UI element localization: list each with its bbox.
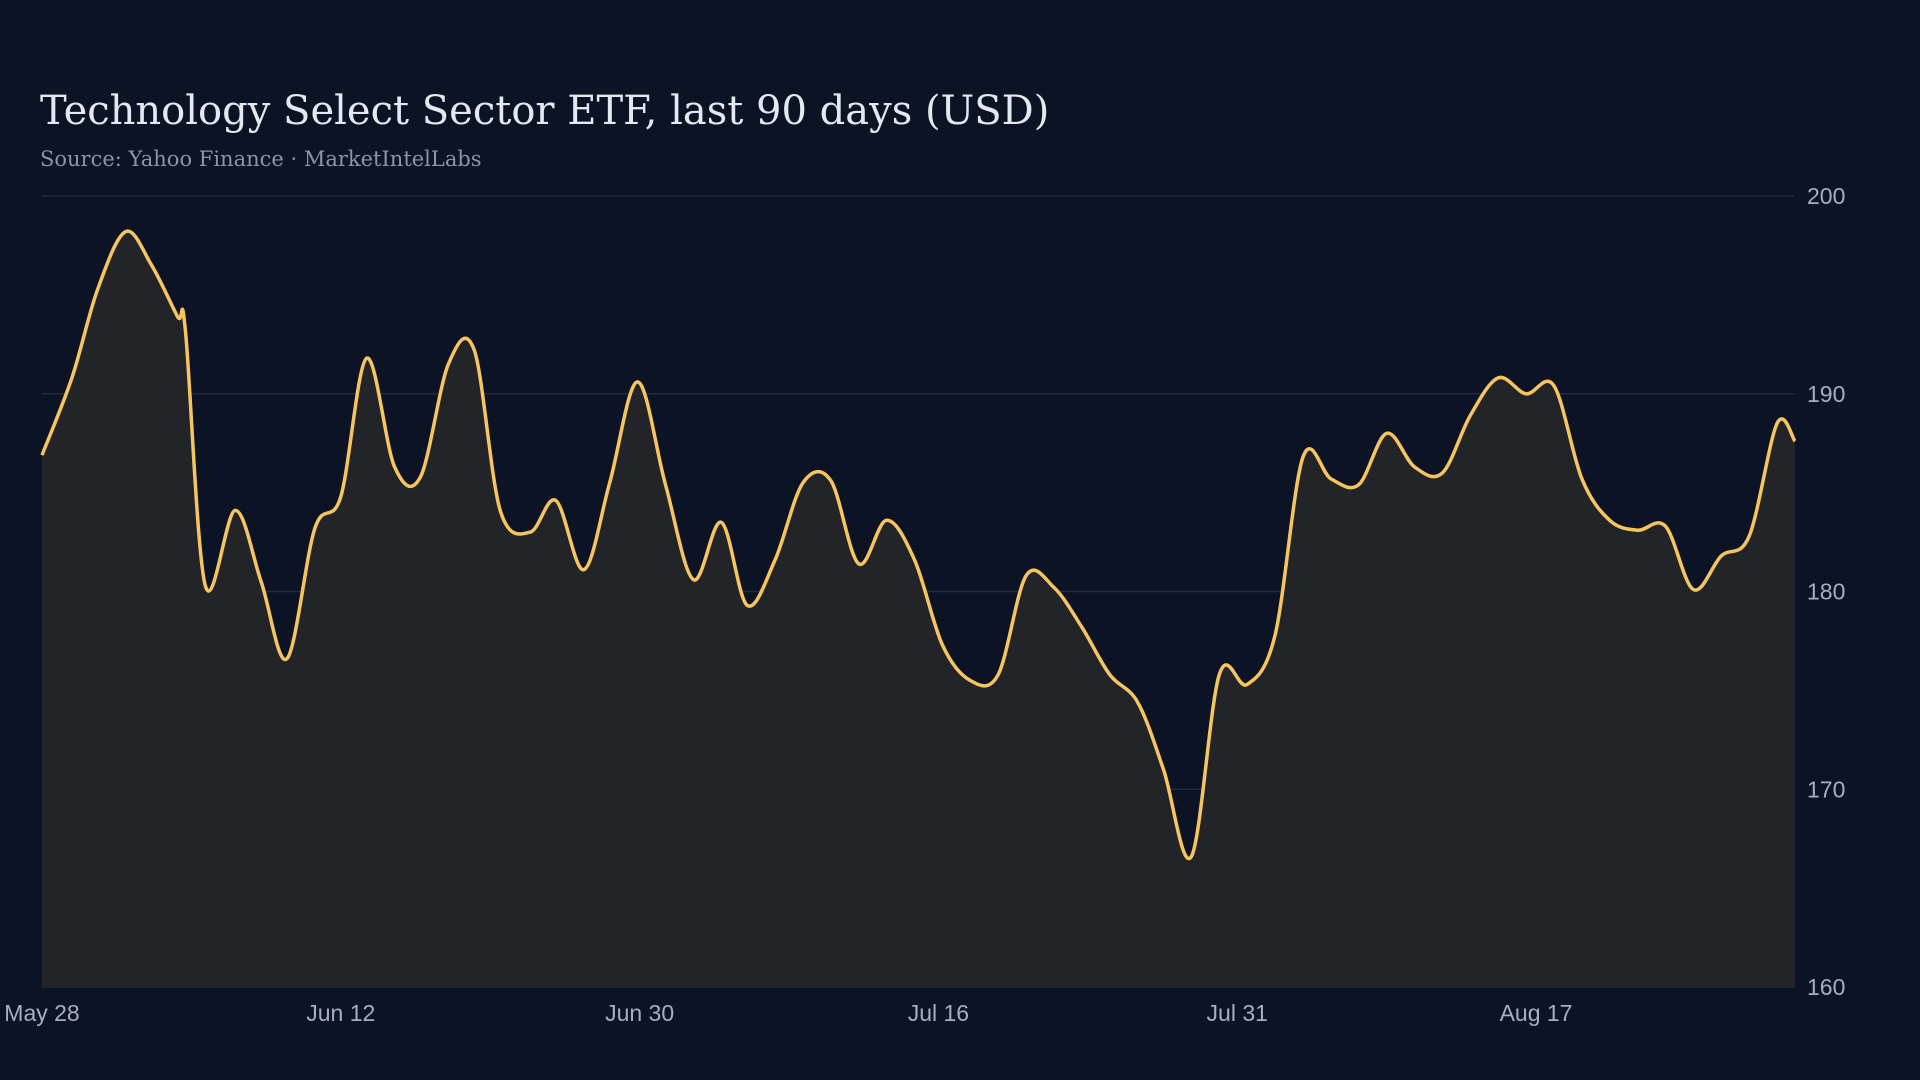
x-axis: May 28 Jun 12 Jun 30 Jul 16 Jul 31 Aug 17 (4, 1000, 1572, 1026)
y-tick-label: 190 (1807, 381, 1845, 407)
price-area (42, 231, 1795, 987)
x-tick-label: Aug 17 (1500, 1000, 1573, 1026)
y-axis: 160 170 180 190 200 (1807, 183, 1845, 1000)
chart-subtitle: Source: Yahoo Finance · MarketIntelLabs (40, 147, 482, 171)
y-tick-label: 180 (1807, 579, 1845, 605)
price-line (40, 229, 1797, 861)
x-tick-label: Jul 31 (1207, 1000, 1268, 1026)
y-tick-label: 170 (1807, 776, 1845, 802)
x-tick-label: May 28 (4, 1000, 79, 1026)
x-tick-label: Jun 30 (605, 1000, 674, 1026)
x-tick-label: Jun 12 (306, 1000, 375, 1026)
y-tick-label: 200 (1807, 183, 1845, 209)
chart-title: Technology Select Sector ETF, last 90 da… (40, 88, 1050, 134)
y-tick-label: 160 (1807, 974, 1845, 1000)
x-tick-label: Jul 16 (908, 1000, 969, 1026)
